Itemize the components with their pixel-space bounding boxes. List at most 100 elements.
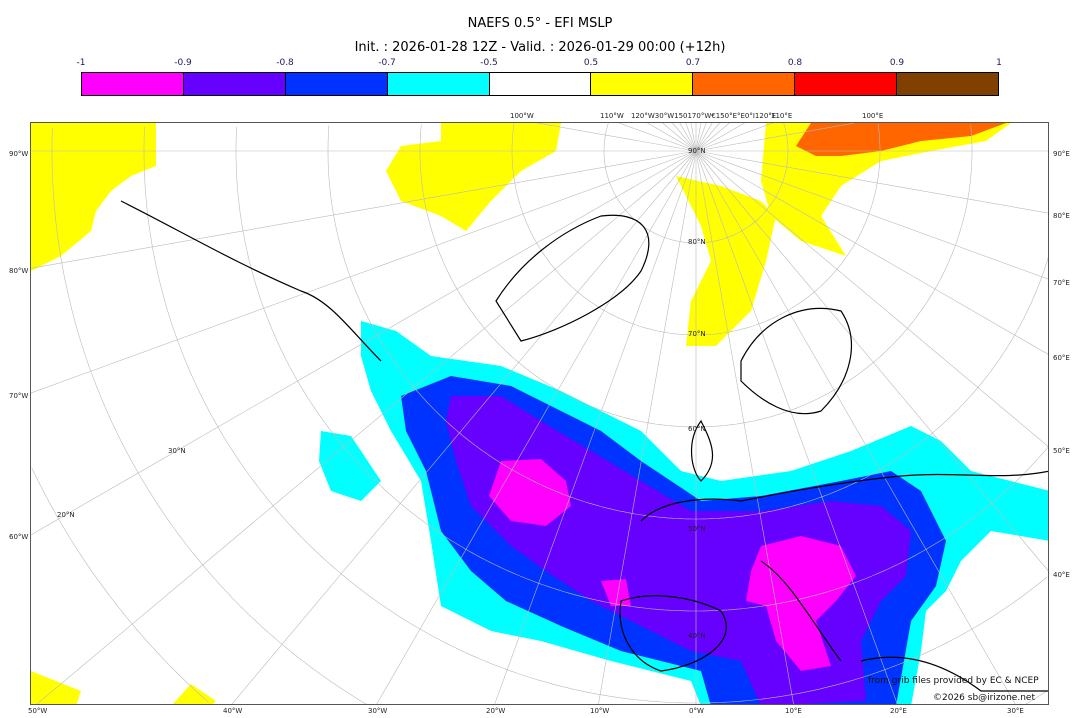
yellow-russia — [761, 123, 1011, 256]
meridian — [690, 123, 697, 152]
colorbar-tick: 0.8 — [787, 58, 803, 68]
parallel — [51, 128, 1047, 704]
meridian — [695, 150, 1048, 214]
meridian — [679, 123, 697, 152]
colorbar — [81, 72, 999, 96]
colorbar-segment — [489, 73, 592, 95]
top-lon-label: 100°W — [510, 112, 534, 120]
meridian — [494, 150, 697, 704]
meridian — [695, 150, 794, 704]
colorbar-segment — [82, 73, 184, 95]
bottom-lon-label: 20°E — [890, 707, 907, 715]
lat-label: 90°N — [688, 147, 706, 155]
right-lon-label: 50°E — [1053, 447, 1070, 455]
bottom-lon-label: 30°E — [1007, 707, 1024, 715]
right-lon-label: 60°E — [1053, 354, 1070, 362]
meridian — [647, 123, 697, 152]
meridian — [31, 150, 697, 269]
colorbar-tick: 0.7 — [685, 58, 701, 68]
colorbar-tick: -0.7 — [378, 58, 396, 68]
magenta-med — [601, 536, 856, 671]
meridian — [695, 150, 1048, 280]
parallel — [235, 126, 1048, 612]
colorbar-tick: 0.9 — [889, 58, 905, 68]
colorbar-segment — [591, 73, 694, 95]
top-lon-label: 110°W — [600, 112, 624, 120]
meridian — [695, 123, 720, 152]
colorbar-segment — [285, 73, 388, 95]
parallel — [511, 123, 881, 336]
right-lon-label: 90°E — [1053, 150, 1070, 158]
bottom-lon-label: 20°W — [486, 707, 506, 715]
lat-label: 60°N — [688, 425, 706, 433]
colorbar-segment — [387, 73, 490, 95]
yellow-svalbard — [676, 176, 776, 346]
colorbar-tick: 0.5 — [583, 58, 599, 68]
meridian — [537, 123, 697, 152]
lat-label: 70°N — [688, 330, 706, 338]
colorbar-tick: -0.9 — [174, 58, 192, 68]
meridian — [36, 150, 697, 704]
map-title: NAEFS 0.5° - EFI MSLP — [467, 16, 613, 31]
colorbar-segment — [897, 73, 999, 95]
left-lon-label: 60°W — [9, 533, 29, 541]
efi-fields — [31, 123, 1048, 704]
left-lon-label: 80°W — [9, 267, 29, 275]
colorbar-tick: 1 — [996, 58, 1002, 68]
meridian — [695, 123, 702, 152]
lat-label: 30°N — [168, 447, 186, 455]
coastlines — [120, 200, 1048, 692]
meridian — [598, 150, 697, 704]
orange-russia — [796, 123, 1006, 156]
meridian — [695, 123, 730, 152]
meridian — [685, 123, 697, 152]
graticule — [31, 123, 1048, 704]
parallel — [31, 467, 209, 703]
yellow-canada-arctic — [386, 123, 561, 231]
bottom-lon-label: 10°E — [785, 707, 802, 715]
meridian — [695, 150, 898, 704]
meridian — [695, 150, 1048, 355]
lat-label: 50°N — [688, 525, 706, 533]
meridian — [618, 123, 697, 152]
meridian — [31, 150, 697, 394]
yellow-sw — [31, 671, 216, 704]
meridian — [695, 150, 1016, 704]
map-area — [30, 122, 1049, 705]
bottom-lon-label: 0°W — [689, 707, 704, 715]
bottom-lon-label: 10°W — [590, 707, 610, 715]
source-note: from grib files provided by EC & NCEP — [868, 676, 1039, 686]
colorbar-segment — [795, 73, 898, 95]
colorbar-tick: -0.5 — [480, 58, 498, 68]
lat-label: 20°N — [57, 511, 75, 519]
parallel — [419, 124, 973, 428]
meridian — [695, 150, 1048, 447]
cyan-blob — [319, 431, 381, 501]
bottom-lon-label: 30°W — [368, 707, 388, 715]
colorbar-tick: -1 — [76, 58, 86, 68]
magenta-atlantic — [489, 459, 571, 526]
meridian — [662, 123, 697, 152]
top-lon-label: 120°W30°W150170°W€150°E°E0°I120°E — [631, 112, 777, 120]
top-lon-label: 110°E — [771, 112, 793, 120]
right-lon-label: 80°E — [1053, 212, 1070, 220]
left-lon-label: 90°W — [9, 150, 29, 158]
colorbar-segment — [693, 73, 796, 95]
colorbar-tick: -0.8 — [276, 58, 294, 68]
copyright: ©2026 sb@irizone.net — [933, 693, 1035, 703]
meridian — [376, 150, 697, 704]
lat-label: 40°N — [688, 632, 706, 640]
parallel — [603, 123, 789, 244]
meridian — [695, 123, 774, 152]
yellow-alaska — [31, 123, 156, 271]
top-lon-label: 100°E — [862, 112, 884, 120]
meridian — [672, 123, 697, 152]
lat-label: 80°N — [688, 238, 706, 246]
bottom-lon-label: 40°W — [223, 707, 243, 715]
colorbar-segment — [183, 73, 286, 95]
right-lon-label: 40°E — [1053, 571, 1070, 579]
meridian — [695, 123, 745, 152]
left-lon-label: 70°W — [9, 392, 29, 400]
meridian — [695, 123, 855, 152]
meridian — [695, 123, 713, 152]
